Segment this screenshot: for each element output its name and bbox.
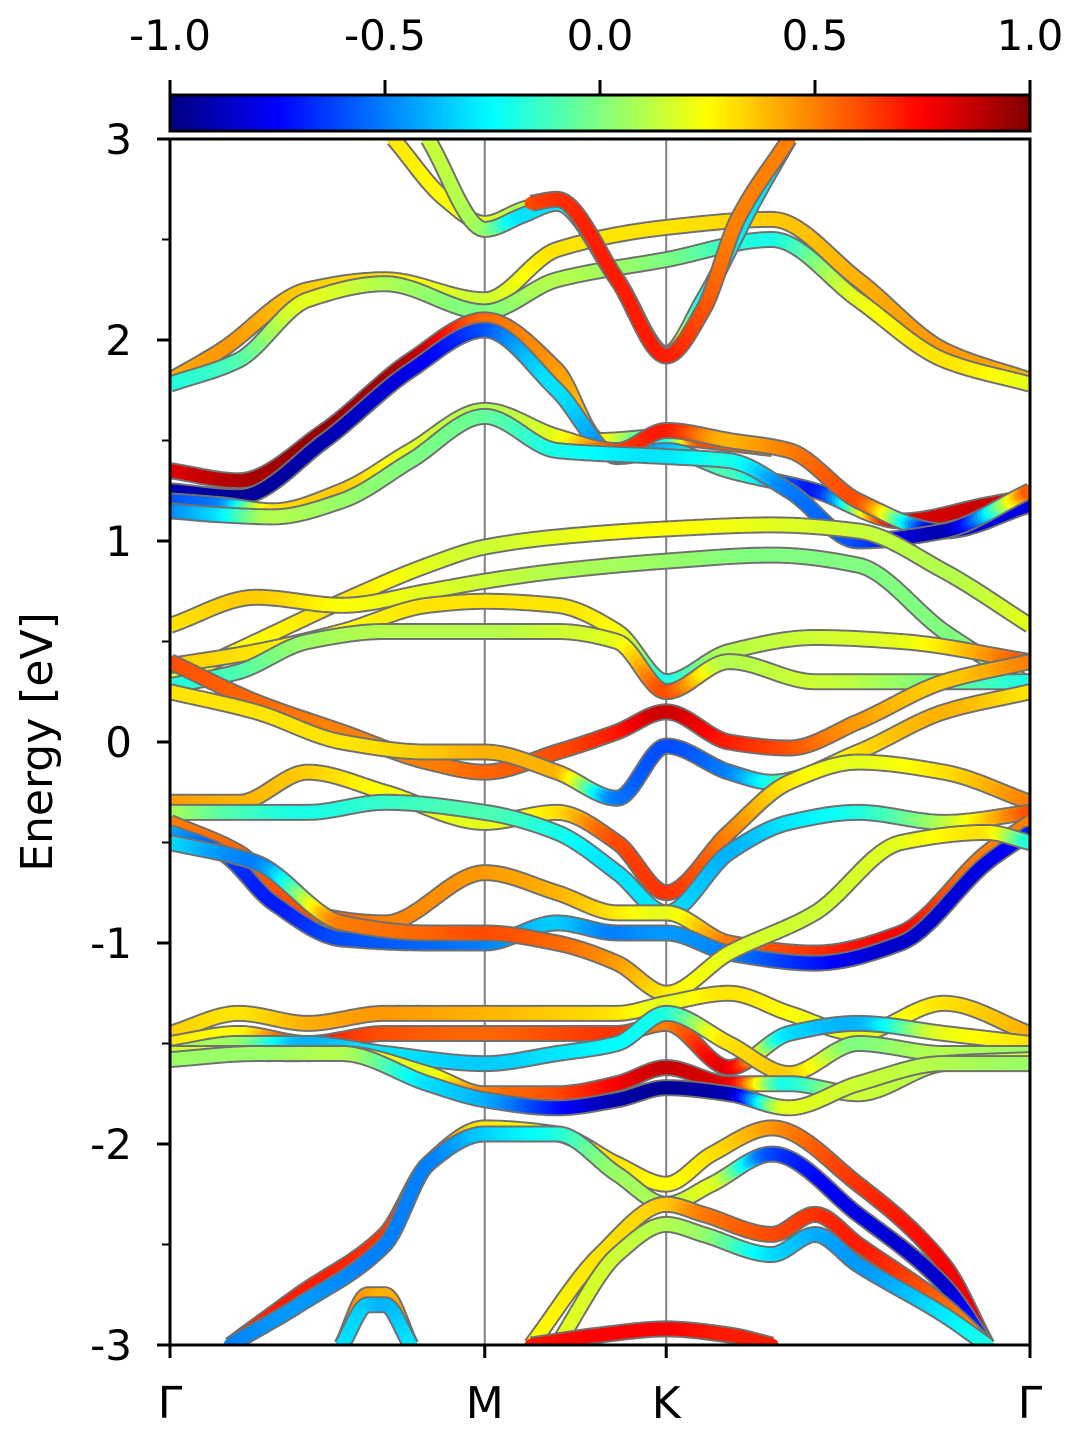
colorbar-gradient xyxy=(168,93,1032,133)
colorbar: -1.0 -0.5 0.0 0.5 1.0 xyxy=(129,11,1063,133)
band xyxy=(170,824,1030,972)
bands xyxy=(170,139,1030,1345)
colorbar-tick-label: 0.5 xyxy=(782,11,849,60)
colorbar-tick-label: -0.5 xyxy=(344,11,426,60)
band xyxy=(170,793,1030,922)
band xyxy=(170,321,1030,530)
colorbar-tick-label: 1.0 xyxy=(997,11,1064,60)
colorbar-tick-label: 0.0 xyxy=(567,11,634,60)
band xyxy=(170,623,1030,701)
band-outline xyxy=(170,321,1030,530)
colorbar-tick-label: -1.0 xyxy=(129,11,211,60)
band xyxy=(170,824,1030,1002)
band xyxy=(170,231,1030,393)
band xyxy=(170,753,1030,902)
band xyxy=(170,516,1030,690)
colorbar-ticks: -1.0 -0.5 0.0 0.5 1.0 xyxy=(129,11,1063,95)
